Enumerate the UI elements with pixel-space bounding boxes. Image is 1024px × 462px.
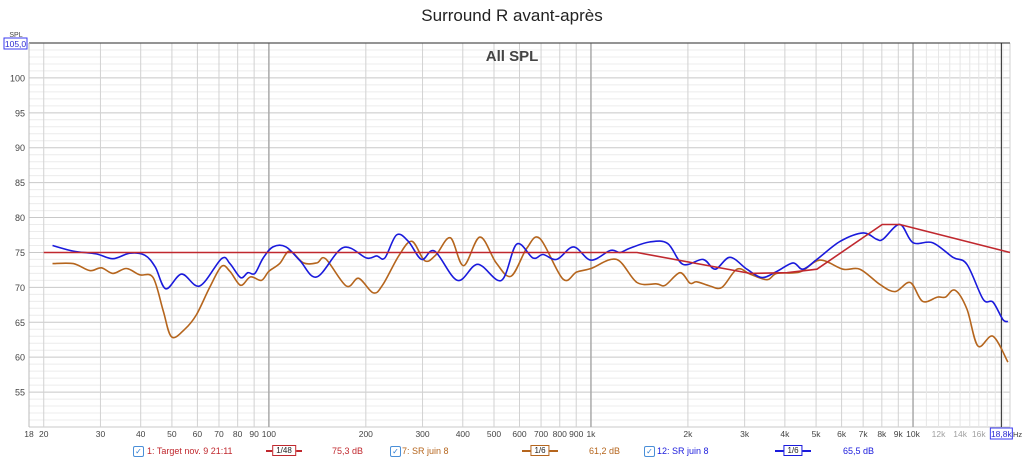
legend-series-name[interactable]: 1: Target nov. 9 21:11 xyxy=(147,446,233,456)
y-tick-label: 95 xyxy=(15,108,25,118)
x-tick-label: 700 xyxy=(534,429,548,439)
x-tick-label: 4k xyxy=(780,429,790,439)
series-line-2 xyxy=(52,236,1009,363)
legend-smoothing-label: 1/48 xyxy=(272,445,296,456)
x-tick-label: 2k xyxy=(683,429,693,439)
legend-line-style[interactable]: 1/6 xyxy=(522,445,558,456)
x-tick-label: 3k xyxy=(740,429,750,439)
x-tick-label: 100 xyxy=(262,429,276,439)
y-tick-label: 85 xyxy=(15,178,25,188)
y-tick-label: 75 xyxy=(15,248,25,258)
x-tick-label: 1k xyxy=(586,429,596,439)
series-visibility-checkbox[interactable]: ✓ xyxy=(644,446,655,457)
y-tick-label: 65 xyxy=(15,318,25,328)
x-tick-label: 5k xyxy=(812,429,822,439)
series-visibility-checkbox[interactable]: ✓ xyxy=(390,446,401,457)
x-tick-label: 8k xyxy=(877,429,887,439)
x-tick-label: 80 xyxy=(233,429,243,439)
legend-series-name[interactable]: 12: SR juin 8 xyxy=(657,446,709,456)
cursor-readout-box xyxy=(989,427,1013,440)
x-tick-label: 18 xyxy=(24,429,34,439)
y-top-readout-box xyxy=(3,37,28,50)
x-tick-label: 200 xyxy=(359,429,373,439)
x-tick-label: 14k xyxy=(953,429,967,439)
chart-title: Surround R avant-après xyxy=(421,6,603,25)
x-tick-label: 30 xyxy=(96,429,106,439)
legend-smoothing-label: 1/6 xyxy=(530,445,550,456)
y-tick-label: 100 xyxy=(10,73,25,83)
x-tick-label: 60 xyxy=(193,429,203,439)
x-tick-label: 40 xyxy=(136,429,146,439)
y-tick-label: 90 xyxy=(15,143,25,153)
x-tick-label: 50 xyxy=(167,429,177,439)
x-tick-label: 9k xyxy=(894,429,904,439)
legend-series-name[interactable]: 7: SR juin 8 xyxy=(402,446,449,456)
legend-cursor-readout: 75,3 dB xyxy=(332,446,364,456)
y-tick-label: 60 xyxy=(15,353,25,363)
legend-cursor-readout: 65,5 dB xyxy=(843,446,875,456)
x-tick-label: 90 xyxy=(249,429,259,439)
x-tick-label: 900 xyxy=(569,429,583,439)
x-tick-label: 10k xyxy=(906,429,920,439)
x-tick-label: 20 xyxy=(39,429,49,439)
x-tick-label: 12k xyxy=(932,429,946,439)
y-axis-label: SPL xyxy=(9,32,22,39)
x-tick-label: 500 xyxy=(487,429,501,439)
x-tick-label: 300 xyxy=(415,429,429,439)
y-tick-label: 70 xyxy=(15,283,25,293)
legend-line-style[interactable]: 1/48 xyxy=(266,445,302,456)
x-tick-label: 7k xyxy=(859,429,869,439)
series-line-1 xyxy=(43,223,1011,275)
y-top-readout: 105,0 xyxy=(5,39,27,49)
legend-smoothing-label: 1/6 xyxy=(783,445,803,456)
series-visibility-checkbox[interactable]: ✓ xyxy=(133,446,144,457)
x-tick-label: 800 xyxy=(553,429,567,439)
x-unit-label: Hz xyxy=(1013,430,1022,439)
x-tick-label: 6k xyxy=(837,429,847,439)
x-tick-label: 70 xyxy=(214,429,224,439)
chart-annotation: All SPL xyxy=(486,48,539,65)
y-tick-label: 55 xyxy=(15,388,25,398)
x-tick-label: 600 xyxy=(512,429,526,439)
x-tick-label: 400 xyxy=(456,429,470,439)
cursor-readout: 18,8k xyxy=(991,429,1013,439)
x-tick-label: 16k xyxy=(972,429,986,439)
legend-cursor-readout: 61,2 dB xyxy=(589,446,621,456)
y-tick-label: 80 xyxy=(15,213,25,223)
legend-line-style[interactable]: 1/6 xyxy=(775,445,811,456)
